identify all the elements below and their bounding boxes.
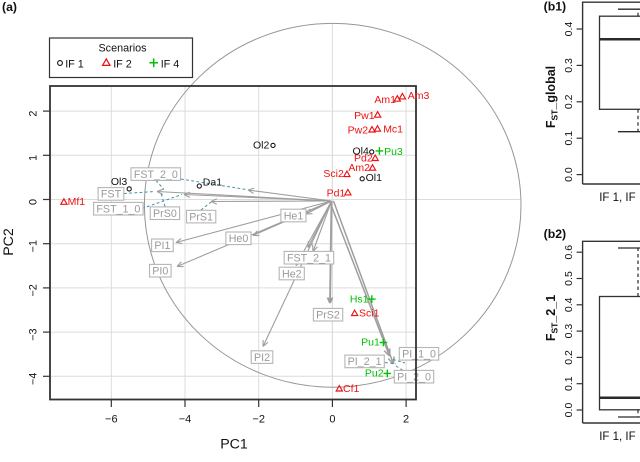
svg-text:Sci1: Sci1 — [359, 308, 380, 320]
svg-text:Pu1: Pu1 — [361, 337, 380, 349]
svg-text:Pd2: Pd2 — [354, 153, 373, 165]
svg-text:Pu3: Pu3 — [384, 146, 403, 158]
svg-text:0.0: 0.0 — [563, 167, 575, 182]
svg-text:Pw2: Pw2 — [348, 125, 369, 137]
svg-text:0.2: 0.2 — [563, 94, 575, 109]
svg-text:PI_2_1: PI_2_1 — [348, 356, 382, 368]
svg-text:Pd1: Pd1 — [327, 187, 346, 199]
svg-text:0: 0 — [28, 199, 40, 205]
svg-text:−2: −2 — [28, 284, 40, 296]
svg-text:0.0: 0.0 — [563, 403, 575, 418]
svg-text:0.3: 0.3 — [563, 324, 575, 339]
svg-text:0.3: 0.3 — [563, 58, 575, 73]
svg-text:Sci2: Sci2 — [323, 168, 344, 180]
svg-text:FST_2_1: FST_2_1 — [544, 295, 560, 341]
svg-text:PI0: PI0 — [152, 266, 168, 278]
svg-text:He1: He1 — [284, 210, 304, 222]
svg-text:Ol2: Ol2 — [253, 139, 270, 151]
svg-text:IF 1, IF: IF 1, IF — [599, 431, 635, 443]
svg-text:FST_2_0: FST_2_0 — [134, 169, 178, 181]
svg-text:(b1): (b1) — [544, 0, 567, 14]
svg-text:Ol3: Ol3 — [111, 176, 128, 188]
svg-text:0.1: 0.1 — [563, 131, 575, 146]
svg-text:FST_1_0: FST_1_0 — [96, 204, 140, 216]
svg-text:He0: He0 — [229, 233, 249, 245]
svg-text:0.5: 0.5 — [563, 271, 575, 286]
svg-text:(b2): (b2) — [544, 227, 567, 241]
svg-text:Ol4: Ol4 — [352, 145, 369, 157]
svg-text:PrS1: PrS1 — [189, 211, 213, 223]
svg-text:PC1: PC1 — [220, 437, 248, 453]
svg-text:IF 2: IF 2 — [113, 58, 132, 70]
svg-text:Da1: Da1 — [203, 177, 222, 189]
svg-text:Pw1: Pw1 — [354, 110, 375, 122]
svg-text:Cf1: Cf1 — [343, 383, 360, 395]
svg-text:IF 1: IF 1 — [65, 58, 84, 70]
svg-text:PI2: PI2 — [254, 352, 270, 364]
svg-text:PrS0: PrS0 — [153, 208, 177, 220]
svg-text:Scenarios: Scenarios — [98, 43, 147, 55]
svg-text:2: 2 — [403, 413, 409, 425]
svg-text:Am1: Am1 — [374, 94, 396, 106]
svg-text:PI_1_0: PI_1_0 — [402, 349, 436, 361]
svg-text:−4: −4 — [28, 373, 40, 385]
svg-text:0.1: 0.1 — [563, 376, 575, 391]
svg-text:0.2: 0.2 — [563, 350, 575, 365]
svg-text:−3: −3 — [28, 328, 40, 340]
svg-text:−6: −6 — [105, 413, 118, 425]
svg-text:−4: −4 — [179, 413, 192, 425]
svg-text:PC2: PC2 — [1, 228, 17, 256]
svg-text:0.6: 0.6 — [563, 245, 575, 260]
svg-text:0.4: 0.4 — [563, 22, 575, 37]
svg-text:PI1: PI1 — [154, 240, 170, 252]
svg-text:FST: FST — [101, 189, 122, 201]
svg-text:1: 1 — [28, 155, 40, 161]
svg-text:PI_2_0: PI_2_0 — [397, 372, 431, 384]
svg-text:Ol1: Ol1 — [366, 172, 383, 184]
svg-text:0: 0 — [329, 413, 335, 425]
svg-text:Hs1: Hs1 — [350, 293, 369, 305]
svg-text:2: 2 — [28, 111, 40, 117]
svg-text:Am2: Am2 — [348, 162, 370, 174]
svg-text:FST_2_1: FST_2_1 — [287, 253, 331, 265]
svg-text:Pu2: Pu2 — [365, 368, 384, 380]
svg-text:IF 1, IF: IF 1, IF — [599, 192, 635, 204]
svg-text:−2: −2 — [252, 413, 265, 425]
svg-text:He2: He2 — [282, 268, 302, 280]
svg-text:Am3: Am3 — [408, 90, 430, 102]
svg-text:Mc1: Mc1 — [383, 124, 403, 136]
svg-text:−1: −1 — [28, 240, 40, 252]
svg-text:(a): (a) — [2, 0, 17, 14]
svg-text:Mf1: Mf1 — [68, 196, 86, 208]
svg-text:IF 4: IF 4 — [161, 58, 180, 70]
svg-text:PrS2: PrS2 — [316, 310, 340, 322]
svg-text:0.4: 0.4 — [563, 297, 575, 312]
